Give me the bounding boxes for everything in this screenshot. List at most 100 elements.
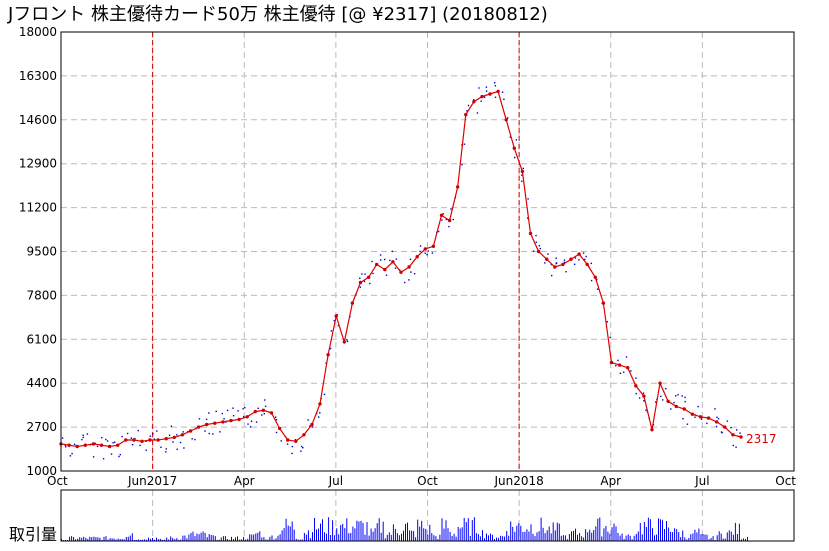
volume-bar — [409, 530, 411, 541]
bid-dot — [606, 321, 608, 323]
volume-bar — [680, 537, 682, 541]
volume-bar — [457, 526, 459, 541]
bid-dot — [665, 387, 667, 390]
volume-bar — [447, 528, 449, 541]
volume-bar — [656, 534, 657, 541]
volume-bar — [103, 536, 105, 541]
volume-bar — [263, 537, 265, 541]
y-tick-label: 9500 — [26, 245, 57, 259]
bid-dot — [137, 429, 139, 432]
volume-bar — [627, 534, 629, 541]
volume-bar — [334, 535, 336, 541]
bid-dot — [363, 280, 366, 283]
volume-bar — [465, 522, 467, 541]
price-point — [107, 444, 112, 449]
bid-dot — [168, 434, 171, 436]
bid-dot — [582, 252, 585, 254]
volume-bar — [180, 539, 182, 541]
bid-dot — [509, 136, 512, 138]
volume-bar — [601, 536, 603, 541]
volume-bar — [214, 536, 216, 541]
volume-bar — [471, 520, 473, 541]
volume-bar — [621, 533, 623, 541]
volume-bar — [548, 526, 550, 541]
y-tick-label: 16300 — [19, 69, 57, 83]
bid-dot — [71, 452, 73, 455]
volume-bar — [293, 529, 295, 541]
price-point — [520, 169, 525, 174]
bid-dot — [160, 446, 162, 448]
volume-bar — [564, 535, 566, 541]
volume-bar — [142, 539, 143, 541]
bid-dot — [86, 433, 89, 435]
bid-dot — [380, 259, 382, 261]
volume-bar — [704, 534, 706, 541]
volume-bar — [336, 528, 338, 541]
price-point — [221, 420, 225, 424]
bid-dot — [242, 408, 244, 410]
bid-dot — [686, 423, 689, 425]
bid-dot — [662, 399, 664, 401]
volume-bar — [188, 534, 190, 541]
volume-bar — [741, 539, 742, 541]
volume-bar — [710, 538, 712, 541]
x-tick-label: Jul — [328, 474, 343, 488]
volume-bar — [125, 537, 127, 541]
price-point — [148, 438, 152, 442]
bid-dot — [550, 263, 553, 266]
volume-bar — [178, 539, 180, 541]
volume-bar — [597, 518, 599, 541]
bid-dot — [237, 410, 239, 412]
volume-bar — [743, 538, 744, 541]
volume-bar — [419, 526, 421, 541]
bid-dot — [223, 418, 225, 420]
price-point — [213, 421, 217, 425]
volume-bar — [552, 522, 554, 541]
volume-bar — [364, 534, 366, 541]
volume-bar — [475, 533, 477, 541]
price-point — [188, 429, 193, 433]
volume-bar — [437, 539, 439, 541]
volume-bar — [433, 535, 435, 541]
volume-bar — [210, 535, 212, 541]
bid-dot — [385, 274, 388, 276]
volume-bar — [170, 536, 172, 541]
volume-bar — [724, 538, 726, 541]
bid-dot — [538, 245, 541, 247]
volume-bar — [647, 517, 649, 541]
volume-bar — [366, 522, 368, 541]
price-point — [156, 438, 160, 442]
volume-bar — [71, 536, 73, 541]
volume-bar — [678, 532, 680, 541]
volume-bar — [265, 539, 267, 541]
volume-bar — [554, 530, 556, 541]
price-point — [245, 415, 249, 419]
volume-bar — [583, 537, 585, 541]
volume-bar — [237, 536, 238, 541]
bid-dot — [563, 261, 566, 263]
price-point — [67, 443, 71, 447]
bid-dot — [730, 427, 732, 429]
bid-dot — [463, 143, 466, 145]
bid-dot — [112, 442, 114, 444]
bid-dot — [250, 420, 253, 422]
bid-dot — [325, 362, 327, 364]
price-point — [561, 262, 565, 267]
volume-bar — [378, 518, 380, 541]
bid-dot — [437, 230, 440, 233]
bid-dot — [419, 245, 422, 247]
bid-dot — [205, 418, 208, 421]
volume-bar — [639, 522, 641, 541]
volume-bar — [144, 539, 145, 541]
volume-bar — [660, 519, 661, 541]
volume-bar — [674, 528, 676, 541]
volume-bar — [326, 533, 327, 541]
price-point — [488, 92, 492, 96]
volume-bar — [212, 535, 214, 541]
volume-bar — [340, 525, 342, 541]
price-point — [423, 247, 427, 251]
bid-dot — [244, 407, 246, 409]
price-point — [286, 438, 290, 442]
price-point — [116, 443, 120, 447]
price-point — [464, 112, 468, 117]
